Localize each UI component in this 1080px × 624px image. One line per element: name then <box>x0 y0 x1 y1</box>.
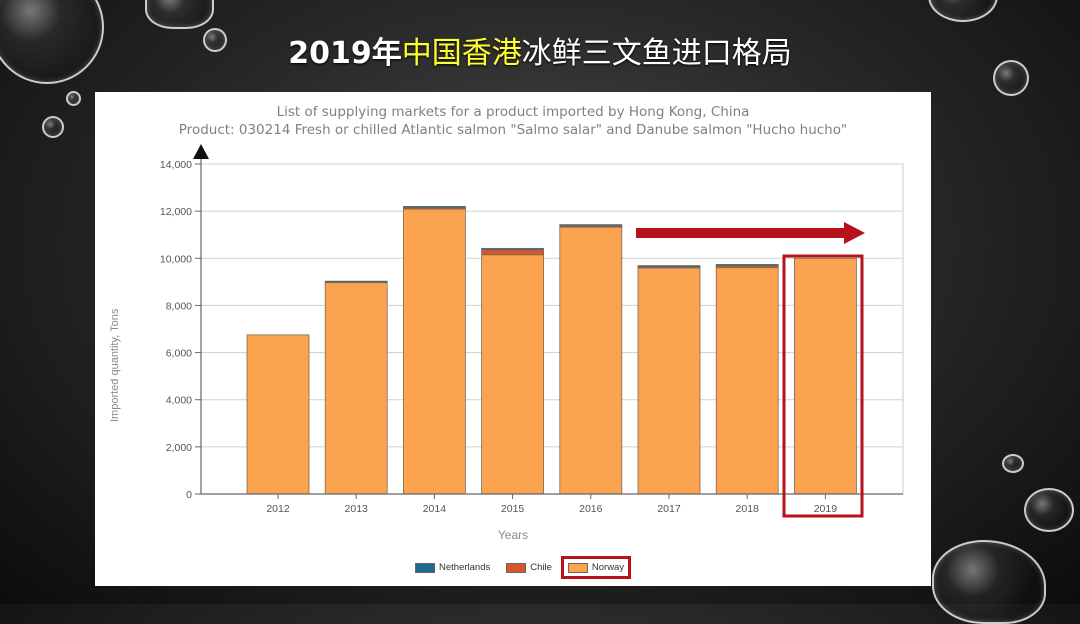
y-tick-label: 2,000 <box>166 442 192 454</box>
bubble-decoration <box>1024 488 1074 532</box>
y-tick-label: 6,000 <box>166 348 192 360</box>
bar-segment-netherlands <box>324 280 388 284</box>
x-tick-label: 2019 <box>814 503 838 515</box>
bar-segment-norway <box>324 281 388 495</box>
x-axis-label: Years <box>497 528 529 542</box>
x-tick-label: 2013 <box>345 503 369 515</box>
bar-segment-netherlands <box>559 224 623 227</box>
bubble-decoration <box>928 0 998 22</box>
bar-segment-norway <box>559 226 623 495</box>
y-tick-label: 10,000 <box>160 253 192 265</box>
bar-segment-norway <box>402 208 466 495</box>
y-tick-label: 0 <box>186 489 192 501</box>
chart-legend: Netherlands Chile Norway <box>411 556 632 579</box>
bubble-decoration <box>42 116 64 138</box>
slide-title: 2019年中国香港冰鲜三文鱼进口格局 <box>0 28 1080 72</box>
x-tick-label: 2018 <box>736 503 760 515</box>
legend-label: Netherlands <box>439 562 491 573</box>
chart-subtitle: Product: 030214 Fresh or chilled Atlanti… <box>178 122 848 138</box>
trend-arrow-shaft <box>636 228 846 238</box>
bar-segment-norway <box>481 254 545 495</box>
y-tick-label: 12,000 <box>160 206 192 218</box>
bubble-decoration <box>993 60 1029 96</box>
bubble-decoration <box>66 91 81 106</box>
bar-chart-plot: 0 2,000 4,000 6,000 8,000 10,000 12,000 14,000 2… <box>160 144 904 518</box>
bar-segment-norway <box>715 267 779 495</box>
x-tick-label: 2016 <box>579 503 603 515</box>
legend-swatch <box>415 562 435 573</box>
slide-title-highlight: 中国香港 <box>401 36 522 71</box>
legend-swatch <box>567 562 588 573</box>
highlight-box-2019 <box>782 254 864 518</box>
y-tick-label: 14,000 <box>160 159 192 171</box>
legend-swatch <box>506 562 527 573</box>
bubble-decoration <box>1002 454 1024 473</box>
x-tick-label: 2012 <box>266 503 290 515</box>
x-tick-label: 2017 <box>657 503 681 515</box>
bubble-decoration <box>145 0 214 29</box>
slide-title-suffix: 冰鲜三文鱼进口格局 <box>521 36 792 71</box>
slide-title-prefix: 2019年 <box>288 36 402 71</box>
y-tick-label: 4,000 <box>166 395 192 407</box>
trend-arrow-head-icon <box>844 222 865 244</box>
legend-label: Norway <box>591 562 625 573</box>
bar-segment-netherlands <box>481 247 545 251</box>
bar-segment-norway <box>794 257 857 495</box>
legend-item-netherlands[interactable]: Netherlands <box>411 559 494 576</box>
y-tick-label: 8,000 <box>166 300 192 312</box>
bar-segment-netherlands <box>715 264 779 267</box>
legend-item-chile[interactable]: Chile <box>502 559 556 576</box>
bar-segment-norway <box>637 267 701 495</box>
chart-title: List of supplying markets for a product … <box>276 104 750 120</box>
bar-segment-norway <box>246 334 310 495</box>
bubble-decoration <box>932 540 1046 624</box>
x-tick-label: 2015 <box>501 503 525 515</box>
legend-label: Chile <box>530 562 552 573</box>
bar-segment-netherlands <box>402 206 466 209</box>
legend-item-norway[interactable]: Norway <box>560 556 632 579</box>
y-axis-arrow-icon <box>193 144 209 159</box>
bubble-decoration <box>203 28 227 52</box>
x-tick-label: 2014 <box>423 503 447 515</box>
bar-segment-netherlands <box>637 265 701 268</box>
chart-panel: List of supplying markets for a product … <box>95 92 931 586</box>
